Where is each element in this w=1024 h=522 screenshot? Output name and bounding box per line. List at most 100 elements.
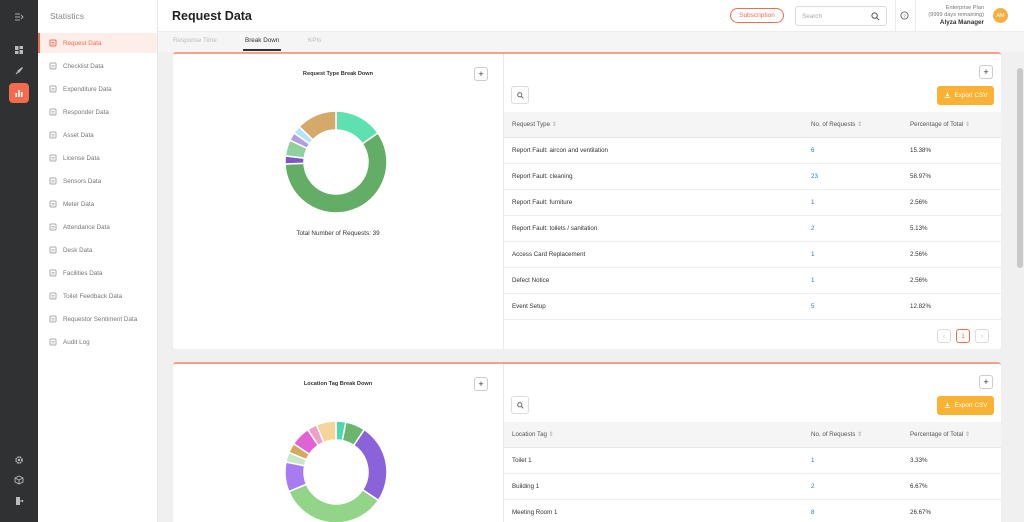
table-row[interactable]: Report Fault: cleaning 23 58.97% (504, 164, 1001, 190)
sidebar-item-label: License Data (63, 154, 100, 162)
sidebar-item-facilities-data[interactable]: Facilities Data (38, 263, 157, 283)
sidebar-item-checklist-data[interactable]: Checklist Data (38, 56, 157, 76)
export-csv-button[interactable]: Export CSV (937, 396, 994, 415)
row-percentage: 6.67% (910, 483, 928, 490)
donut-slice[interactable] (352, 428, 388, 502)
table-row[interactable]: Toilet 1 1 3.33% (504, 448, 1001, 474)
header-divider (895, 0, 896, 32)
column-label: No. of Requests (811, 431, 856, 438)
desk-icon (48, 246, 57, 255)
row-label: Meeting Room 1 (512, 509, 558, 516)
table-search-button[interactable] (511, 86, 529, 104)
row-count-link[interactable]: 2 (811, 483, 815, 490)
table-row[interactable]: Report Fault: aircon and ventilation 6 15.… (504, 138, 1001, 164)
row-label: Event Setup (512, 303, 546, 310)
sidebar-item-audit-log[interactable]: Audit Log (38, 332, 157, 352)
sidebar-item-requestor-sentiment-data[interactable]: Requestor Sentiment Data (38, 309, 157, 329)
row-label: Report Fault: cleaning (512, 173, 573, 180)
add-table-button[interactable]: + (979, 65, 993, 79)
sidebar-item-label: Expenditure Data (63, 85, 112, 93)
sidebar-item-label: Asset Data (63, 131, 94, 139)
column-label: Percentage of Total (910, 431, 964, 438)
row-percentage: 2.56% (910, 251, 928, 258)
page-1-button[interactable]: 1 (956, 329, 970, 343)
donut-slice[interactable] (284, 131, 388, 214)
sidebar-item-license-data[interactable]: License Data (38, 148, 157, 168)
logout-icon[interactable] (9, 491, 29, 511)
add-table-button[interactable]: + (979, 375, 993, 389)
sidebar-item-responder-data[interactable]: Responder Data (38, 102, 157, 122)
add-chart-button[interactable]: + (474, 67, 488, 81)
column-location-tag[interactable]: Location Tag ⇕ (512, 431, 554, 438)
box-icon (48, 131, 57, 140)
avatar[interactable]: AM (993, 8, 1008, 23)
tab-kpis[interactable]: KPIs (308, 37, 322, 44)
document-icon (48, 39, 57, 48)
sidebar-item-expenditure-data[interactable]: Expenditure Data (38, 79, 157, 99)
table-row[interactable]: Report Fault: toilets / sanitation 2 5.13% (504, 216, 1001, 242)
row-count-link[interactable]: 6 (811, 147, 815, 154)
row-count-link[interactable]: 2 (811, 225, 815, 232)
row-count-link[interactable]: 1 (811, 199, 815, 206)
sidebar-item-meter-data[interactable]: Meter Data (38, 194, 157, 214)
table-row[interactable]: Defect Notice 1 2.56% (504, 268, 1001, 294)
rocket-icon[interactable] (9, 61, 29, 81)
row-count-link[interactable]: 1 (811, 457, 815, 464)
sidebar-item-label: Responder Data (63, 108, 109, 116)
row-count-link[interactable]: 8 (811, 509, 815, 516)
row-percentage: 3.33% (910, 457, 928, 464)
page-scrollbar[interactable] (1016, 52, 1024, 522)
tab-response-time[interactable]: Response Time (173, 37, 217, 44)
row-count-link[interactable]: 5 (811, 303, 815, 310)
sidebar-item-label: Checklist Data (63, 62, 104, 70)
table-row[interactable]: Access Card Replacement 1 2.56% (504, 242, 1001, 268)
donut-slice[interactable] (315, 420, 337, 444)
column-request-type[interactable]: Request Type ⇕ (512, 121, 557, 128)
sidebar-item-label: Toilet Feedback Data (63, 292, 123, 300)
help-icon[interactable]: ? (900, 11, 909, 22)
statistics-icon[interactable] (9, 83, 29, 103)
column-no-of-requests[interactable]: No. of Requests ⇕ (811, 121, 862, 128)
tab-break-down[interactable]: Break Down (242, 37, 282, 51)
sidebar-item-desk-data[interactable]: Desk Data (38, 240, 157, 260)
donut-slice[interactable] (298, 110, 337, 141)
table-row[interactable]: Meeting Room 1 8 26.67% (504, 500, 1001, 522)
row-label: Toilet 1 (512, 457, 532, 464)
chart-title: Request Type Break Down (302, 71, 374, 77)
sidebar-item-request-data[interactable]: Request Data (38, 33, 157, 53)
sidebar-item-sensors-data[interactable]: Sensors Data (38, 171, 157, 191)
tab-bar: Response Time Break Down KPIs (158, 32, 1024, 52)
icon-rail (0, 0, 38, 522)
sidebar-item-asset-data[interactable]: Asset Data (38, 125, 157, 145)
sidebar-item-attendance-data[interactable]: Attendance Data (38, 217, 157, 237)
smile-icon (48, 315, 57, 324)
table-row[interactable]: Building 1 2 6.67% (504, 474, 1001, 500)
user-name[interactable]: Alyza Manager (939, 19, 984, 26)
row-count-link[interactable]: 23 (811, 173, 818, 180)
search-input[interactable]: Search (795, 6, 887, 26)
cube-icon[interactable] (9, 470, 29, 490)
sort-icon: ⇕ (551, 121, 557, 128)
prev-page-button[interactable]: ‹ (937, 329, 951, 343)
table-row[interactable]: Event Setup 5 12.82% (504, 294, 1001, 320)
column-percentage[interactable]: Percentage of Total ⇕ (910, 121, 970, 128)
dashboard-icon[interactable] (9, 40, 29, 60)
row-count-link[interactable]: 1 (811, 277, 815, 284)
subscription-button[interactable]: Subscription (730, 8, 784, 23)
row-count-link[interactable]: 1 (811, 251, 815, 258)
next-page-button[interactable]: › (975, 329, 989, 343)
add-chart-button[interactable]: + (474, 377, 488, 391)
expand-menu-icon[interactable] (9, 7, 29, 27)
table-row[interactable]: Report Fault: furniture 1 2.56% (504, 190, 1001, 216)
gear-icon[interactable] (9, 450, 29, 470)
sort-icon: ⇕ (548, 431, 554, 438)
row-label: Building 1 (512, 483, 540, 490)
plan-remaining: (9999 days remaining) (928, 12, 984, 18)
sidebar-item-toilet-feedback-data[interactable]: Toilet Feedback Data (38, 286, 157, 306)
column-percentage[interactable]: Percentage of Total ⇕ (910, 431, 970, 438)
calendar-icon (48, 223, 57, 232)
scrollbar-thumb[interactable] (1017, 68, 1023, 268)
export-csv-button[interactable]: Export CSV (937, 86, 994, 105)
column-no-of-requests[interactable]: No. of Requests ⇕ (811, 431, 862, 438)
table-search-button[interactable] (511, 396, 529, 414)
